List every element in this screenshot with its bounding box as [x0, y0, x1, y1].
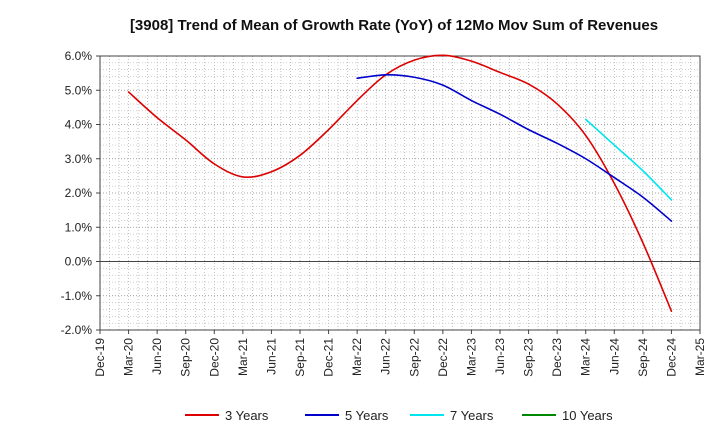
x-tick-label: Sep-24 [636, 338, 650, 377]
y-tick-label: 3.0% [65, 152, 93, 166]
x-tick-label: Mar-22 [350, 338, 364, 376]
legend-label-5-years: 5 Years [345, 408, 389, 423]
series-lines [127, 54, 673, 312]
legend: 3 Years 5 Years 7 Years 10 Years [185, 408, 613, 423]
y-tick-label: -1.0% [61, 289, 93, 303]
legend-label-7-years: 7 Years [450, 408, 494, 423]
x-tick-label: Mar-21 [236, 338, 250, 376]
x-tick-label: Sep-20 [179, 338, 193, 377]
chart-title: [3908] Trend of Mean of Growth Rate (YoY… [130, 17, 658, 34]
x-tick-label: Jun-21 [264, 338, 278, 375]
legend-label-10-years: 10 Years [562, 408, 613, 423]
x-tick-label: Dec-21 [322, 338, 336, 377]
x-tick-label: Sep-23 [522, 338, 536, 377]
x-tick-label: Dec-24 [664, 338, 678, 377]
x-tick-label: Mar-23 [464, 338, 478, 376]
x-tick-label: Jun-22 [379, 338, 393, 375]
x-tick-label: Dec-23 [550, 338, 564, 377]
y-tick-label: 4.0% [65, 118, 93, 132]
x-tick-label: Sep-21 [293, 338, 307, 377]
x-tick-label: Dec-19 [93, 338, 107, 377]
y-tick-label: 5.0% [65, 83, 93, 97]
x-tick-label: Dec-20 [207, 338, 221, 377]
y-tick-label: 6.0% [65, 49, 93, 63]
x-tick-label: Mar-25 [693, 338, 707, 376]
x-tick-label: Jun-20 [150, 338, 164, 375]
x-tick-label: Mar-24 [579, 338, 593, 376]
y-tick-label: -2.0% [61, 323, 93, 337]
y-tick-label: 0.0% [65, 255, 93, 269]
x-tick-label: Jun-24 [607, 338, 621, 375]
series-line-5-years [356, 74, 673, 222]
grid-lines [100, 56, 700, 330]
legend-label-3-years: 3 Years [225, 408, 269, 423]
y-tick-label: 1.0% [65, 220, 93, 234]
series-line-7-years [584, 118, 673, 201]
x-tick-label: Dec-22 [436, 338, 450, 377]
axes: 6.0%5.0%4.0%3.0%2.0%1.0%0.0%-1.0%-2.0%De… [61, 49, 707, 377]
x-tick-label: Mar-20 [122, 338, 136, 376]
series-line-3-years [127, 54, 673, 312]
x-tick-label: Jun-23 [493, 338, 507, 375]
x-tick-label: Sep-22 [407, 338, 421, 377]
y-tick-label: 2.0% [65, 186, 93, 200]
